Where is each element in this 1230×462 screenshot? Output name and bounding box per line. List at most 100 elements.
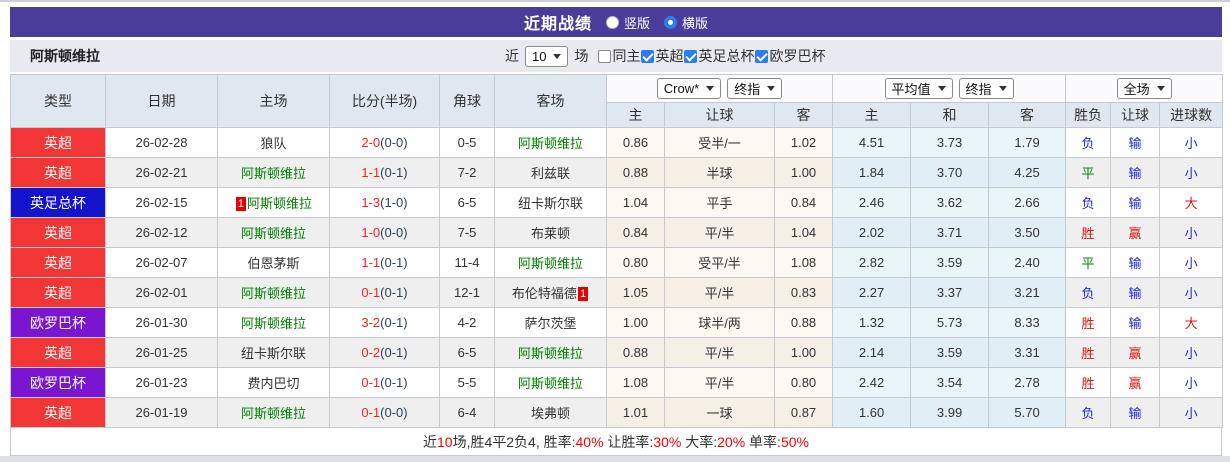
team-name: 狼队 [260,136,287,151]
table-row: 英超 26-02-21 阿斯顿维拉 1-1(0-1) 7-2 利兹联 0.88 半球 1.00 1… [10,157,1224,188]
home-team-cell: 狼队 [217,127,330,158]
table-row: 英超 26-02-07 伯恩茅斯 1-1(0-1) 11-4 阿斯顿维拉 0.80 受平/半 1… [10,247,1224,278]
summary-line: 近 10 场,胜4平2负4, 胜率: 40% 让胜率: 30% 大率: 20% 单率: 50… [10,428,1222,456]
score-cell: 1-1(0-1) [329,157,440,188]
recent-results-panel: 近期战绩 竖版 横版 阿斯顿维拉 近 10 场 同主 英超 [10,7,1224,456]
result-handicap-cell: 输 [1110,187,1161,218]
team-name: 阿斯顿维拉 [240,316,306,331]
result-goals-cell: 大 [1159,307,1224,338]
corners-cell: 7-5 [439,217,495,248]
corners-cell: 0-5 [439,127,495,158]
match-count-select[interactable]: 10 [525,45,569,67]
chevron-down-icon [937,86,946,91]
odds-away-cell: 1.08 [773,247,834,278]
home-team-cell: 费内巴切 [217,367,330,398]
half-time-score: (0-1) [380,375,408,390]
avg-draw-cell: 3.73 [910,127,990,158]
competition-badge: 英超 [10,247,106,278]
chevron-down-icon [767,86,776,91]
avg-draw-cell: 3.71 [910,217,990,248]
col-header-home: 主场 [217,74,330,128]
select-value: 平均值 [891,82,931,97]
competition-badge: 英超 [10,397,106,428]
full-time-score: 0-1 [361,375,381,390]
col-header-avg-away: 客 [988,102,1067,128]
avg-draw-cell: 3.37 [910,277,990,308]
layout-radio-vertical[interactable]: 竖版 [605,13,650,32]
summary-part: 10 [437,433,453,450]
avg-away-cell: 2.40 [988,247,1067,278]
table-row: 英超 26-01-19 阿斯顿维拉 0-1(0-0) 6-4 埃弗顿 1.01 一球 0.87 1… [10,397,1224,428]
away-team-cell: 纽卡斯尔联 [494,187,607,218]
checkbox-fa-cup[interactable]: 英足总杯 [684,46,754,66]
summary-part: 20% [717,433,746,450]
scope-select-cell: 全场 [1065,74,1224,103]
avg-draw-cell: 3.62 [910,187,990,218]
avg-company-select[interactable]: 平均值 [884,78,953,99]
avg-away-cell: 4.25 [988,157,1067,188]
odds-stage-select[interactable]: 终指 [727,78,783,99]
odds-home-cell: 0.88 [606,157,665,188]
avg-home-cell: 2.42 [832,367,912,398]
away-team-cell: 布莱顿 [494,217,607,248]
result-handicap-cell: 输 [1110,127,1161,158]
col-header-score: 比分(半场) [329,74,440,128]
odds-away-cell: 0.84 [773,187,834,218]
home-team-cell: 阿斯顿维拉 [217,217,330,248]
col-header-odds-home: 主 [606,102,665,128]
away-team-cell: 埃弗顿 [494,397,607,428]
checkbox-same-home[interactable]: 同主 [598,46,640,66]
select-value: 终指 [734,82,761,97]
result-wdl-cell: 胜 [1065,337,1112,368]
avg-home-cell: 1.60 [832,397,912,428]
odds-handicap-cell: 平手 [664,187,775,218]
score-cell: 0-2(0-1) [329,337,440,368]
team-title: 阿斯顿维拉 [30,48,100,64]
team-name: 埃弗顿 [530,406,570,421]
result-handicap-cell: 输 [1110,397,1161,428]
checkbox-europa[interactable]: 欧罗巴杯 [755,46,825,66]
scope-select[interactable]: 全场 [1116,78,1172,99]
summary-part: 30% [653,433,682,450]
full-time-score: 1-0 [361,225,381,240]
team-name: 阿斯顿维拉 [517,136,583,151]
date-cell: 26-02-12 [105,217,218,248]
avg-draw-cell: 3.54 [910,367,990,398]
col-header-date: 日期 [105,74,218,128]
team-name: 布伦特福德 [511,286,577,301]
team-name: 纽卡斯尔联 [517,196,583,211]
avg-home-cell: 2.27 [832,277,912,308]
odds-handicap-cell: 平/半 [664,217,775,248]
team-name: 利兹联 [530,166,570,181]
avg-selects-cell: 平均值 终指 [832,74,1067,103]
score-cell: 0-1(0-1) [329,367,440,398]
odds-away-cell: 0.88 [773,307,834,338]
corners-cell: 7-2 [439,157,495,188]
odds-home-cell: 1.05 [606,277,665,308]
home-team-cell: 阿斯顿维拉 [217,277,330,308]
team-name: 阿斯顿维拉 [247,196,313,211]
result-goals-cell: 小 [1159,217,1224,248]
filter-controls: 近 10 场 同主 英超 英足总杯 欧罗巴杯 [502,45,825,67]
avg-away-cell: 1.79 [988,127,1067,158]
table-row: 英足总杯 26-02-15 1 阿斯顿维拉 1-3(1-0) 6-5 纽卡斯尔联 1.04 平手… [10,187,1224,218]
odds-company-select[interactable]: Crow* [656,78,722,99]
odds-handicap-cell: 平/半 [664,337,775,368]
avg-stage-select[interactable]: 终指 [958,78,1014,99]
result-goals-cell: 小 [1159,397,1224,428]
result-wdl-cell: 平 [1065,247,1112,278]
table-row: 英超 26-01-25 纽卡斯尔联 0-2(0-1) 6-5 阿斯顿维拉 0.88 平/半 1.… [10,337,1224,368]
chevron-down-icon [998,86,1007,91]
layout-radio-horizontal[interactable]: 横版 [664,13,708,32]
recent-label: 近 [505,48,519,64]
result-wdl-cell: 胜 [1065,307,1112,338]
checkbox-checked-icon [641,49,655,63]
avg-away-cell: 2.78 [988,367,1067,398]
red-card-badge: 1 [577,287,589,301]
result-wdl-cell: 负 [1065,397,1112,428]
odds-away-cell: 0.87 [773,397,834,428]
checkbox-epl[interactable]: 英超 [641,46,683,66]
table-row: 欧罗巴杯 26-01-23 费内巴切 0-1(0-1) 5-5 阿斯顿维拉 1.08 平/半 0… [10,367,1224,398]
half-time-score: (0-0) [380,225,408,240]
avg-away-cell: 2.66 [988,187,1067,218]
